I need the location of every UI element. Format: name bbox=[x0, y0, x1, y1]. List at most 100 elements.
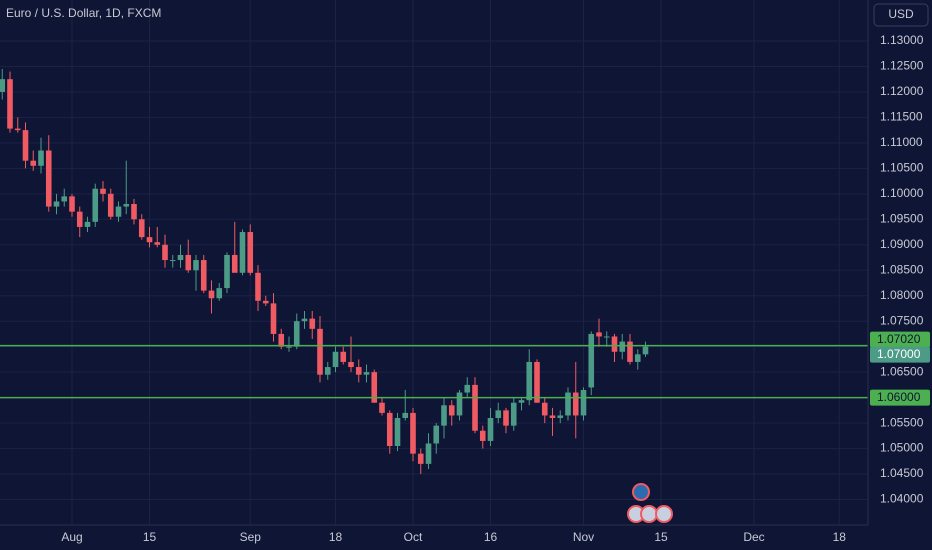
candle-body bbox=[619, 341, 626, 352]
candle-body bbox=[495, 410, 502, 419]
candle-body bbox=[549, 415, 556, 419]
y-tick-label: 1.10000 bbox=[880, 186, 924, 200]
y-tick-label: 1.07500 bbox=[880, 313, 924, 327]
candle-body bbox=[278, 333, 285, 347]
candle-body bbox=[441, 405, 447, 426]
x-tick-label: Sep bbox=[240, 530, 262, 544]
candle-body bbox=[100, 188, 106, 194]
candle-body bbox=[379, 402, 385, 413]
y-tick-label: 1.04000 bbox=[880, 492, 924, 506]
candle-body bbox=[208, 290, 215, 299]
candle-body bbox=[394, 418, 401, 447]
candle-body bbox=[262, 300, 269, 304]
candle-body bbox=[534, 361, 540, 403]
candle-body bbox=[317, 328, 323, 375]
candle-body bbox=[84, 221, 91, 227]
candle-body bbox=[386, 412, 393, 447]
candle-body bbox=[76, 211, 83, 227]
last-price-label: 1.07000 bbox=[877, 347, 921, 361]
y-tick-label: 1.09000 bbox=[880, 237, 924, 251]
candle-body bbox=[518, 400, 525, 403]
candle-body bbox=[603, 336, 610, 338]
level-price-box bbox=[870, 389, 930, 406]
candle-body bbox=[255, 272, 261, 301]
candle-body bbox=[115, 206, 122, 217]
candle-body bbox=[464, 384, 471, 393]
y-tick-label: 1.04500 bbox=[880, 466, 924, 480]
candle-body bbox=[0, 79, 6, 92]
candle-body bbox=[580, 389, 587, 416]
candle-body bbox=[231, 254, 238, 273]
candle-body bbox=[348, 361, 354, 368]
y-tick-label: 1.09500 bbox=[880, 211, 924, 225]
x-tick-label: Dec bbox=[743, 530, 764, 544]
candle-body bbox=[7, 79, 13, 129]
candle-body bbox=[14, 128, 21, 131]
y-tick-label: 1.12500 bbox=[880, 59, 924, 73]
candle-body bbox=[642, 346, 649, 355]
candle-body bbox=[417, 453, 424, 464]
candle-body bbox=[634, 354, 641, 362]
x-tick-label: 18 bbox=[833, 530, 847, 544]
level-price-box bbox=[870, 331, 930, 348]
chart-title: Euro / U.S. Dollar, 1D, FXCM bbox=[6, 6, 161, 20]
candle-body bbox=[611, 336, 618, 352]
candle-body bbox=[224, 254, 230, 289]
candle-body bbox=[193, 260, 199, 271]
candle-body bbox=[53, 201, 60, 207]
candle-body bbox=[123, 204, 130, 207]
y-tick-label: 1.05000 bbox=[880, 441, 924, 455]
candle-body bbox=[503, 410, 509, 426]
candle-body bbox=[588, 333, 595, 388]
candle-body bbox=[162, 244, 168, 261]
candle-body bbox=[92, 188, 99, 222]
y-tick-label: 1.11500 bbox=[880, 110, 923, 124]
x-tick-label: Oct bbox=[404, 530, 423, 544]
candle-body bbox=[177, 254, 184, 261]
last-price-box bbox=[870, 346, 930, 363]
candle-body bbox=[541, 402, 548, 416]
y-tick-label: 1.10500 bbox=[880, 161, 924, 175]
candle-body bbox=[270, 303, 277, 334]
candle-body bbox=[61, 196, 68, 202]
candle-body bbox=[402, 412, 409, 419]
candle-body bbox=[38, 150, 44, 166]
candle-body bbox=[247, 232, 254, 273]
candle-body bbox=[22, 130, 29, 161]
candle-body bbox=[138, 219, 145, 238]
x-tick-label: Aug bbox=[61, 530, 82, 544]
candle-body bbox=[479, 430, 486, 441]
candle-body bbox=[472, 384, 478, 431]
candle-body bbox=[487, 418, 494, 441]
candle-body bbox=[131, 204, 137, 220]
candle-body bbox=[216, 288, 223, 299]
candle-body bbox=[309, 318, 316, 329]
candle-body bbox=[293, 321, 300, 347]
candle-body bbox=[410, 412, 416, 454]
candle-body bbox=[69, 196, 75, 212]
x-tick-label: 15 bbox=[143, 530, 157, 544]
candle-body bbox=[448, 405, 455, 416]
x-tick-label: 18 bbox=[329, 530, 343, 544]
candle-body bbox=[185, 254, 192, 271]
candle-body bbox=[30, 160, 37, 166]
candle-body bbox=[200, 260, 207, 291]
level-price-label: 1.07020 bbox=[877, 332, 921, 346]
candle-body bbox=[572, 392, 579, 416]
currency-label[interactable]: USD bbox=[888, 7, 914, 21]
candle-body bbox=[45, 150, 52, 207]
y-tick-label: 1.11000 bbox=[880, 135, 923, 149]
candle-body bbox=[154, 242, 161, 245]
y-tick-label: 1.05500 bbox=[880, 415, 924, 429]
currency-button[interactable] bbox=[873, 3, 929, 27]
candle-body bbox=[355, 367, 362, 375]
candle-body bbox=[324, 367, 331, 375]
candle-body bbox=[169, 260, 176, 262]
x-tick-label: 15 bbox=[654, 530, 668, 544]
event-icons bbox=[627, 483, 673, 523]
candle-body bbox=[596, 332, 602, 337]
candle-body bbox=[557, 415, 564, 419]
candle-body bbox=[565, 392, 571, 416]
